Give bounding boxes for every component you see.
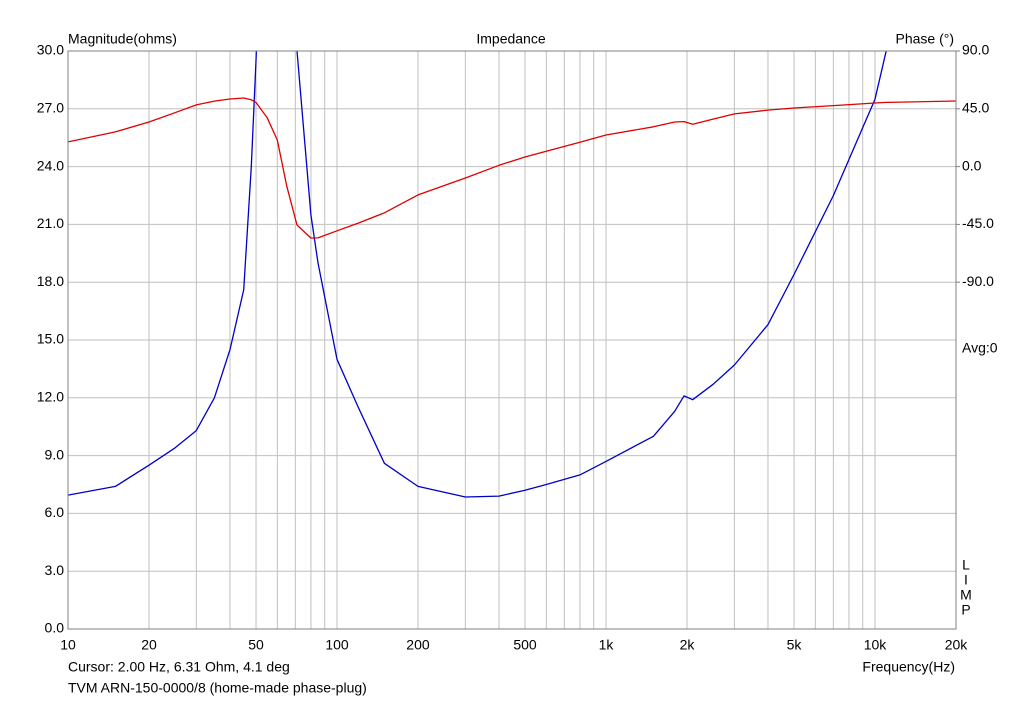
- side-label: I: [964, 572, 968, 588]
- x-tick-label: 10k: [864, 637, 888, 653]
- y-tick-label: 0.0: [45, 620, 65, 636]
- series-line: [68, 97, 956, 239]
- x-tick-label: 500: [513, 637, 537, 653]
- y2-tick-label: 0.0: [962, 157, 982, 173]
- y-tick-label: 30.0: [37, 42, 64, 58]
- x-tick-label: 20k: [945, 637, 969, 653]
- side-label: L: [962, 557, 970, 573]
- x-tick-label: 50: [248, 637, 264, 653]
- y2-tick-label: 45.0: [962, 100, 989, 116]
- y-tick-label: 21.0: [37, 215, 64, 231]
- cursor-readout: Cursor: 2.00 Hz, 6.31 Ohm, 4.1 deg: [68, 659, 290, 675]
- y-tick-label: 27.0: [37, 100, 64, 116]
- y2-tick-label: 90.0: [962, 42, 989, 58]
- side-label: P: [961, 602, 970, 618]
- x-axis-title: Frequency(Hz): [862, 659, 955, 675]
- side-label: M: [960, 587, 972, 603]
- y-tick-label: 18.0: [37, 273, 64, 289]
- y2-tick-label: -45.0: [962, 215, 994, 231]
- x-tick-label: 5k: [787, 637, 803, 653]
- x-tick-label: 100: [325, 637, 349, 653]
- y-tick-label: 15.0: [37, 331, 64, 347]
- x-tick-label: 1k: [599, 637, 615, 653]
- chart-title: Impedance: [476, 31, 545, 47]
- x-tick-label: 10: [60, 637, 76, 653]
- series-line: [68, 51, 887, 498]
- caption: TVM ARN-150-0000/8 (home-made phase-plug…: [68, 680, 367, 696]
- y-tick-label: 12.0: [37, 389, 64, 405]
- plot-frame: [67, 50, 957, 630]
- x-tick-label: 2k: [680, 637, 696, 653]
- y-tick-label: 9.0: [45, 446, 65, 462]
- y-tick-label: 6.0: [45, 504, 65, 520]
- y-axis-title: Magnitude(ohms): [68, 31, 177, 47]
- y-tick-label: 3.0: [45, 562, 65, 578]
- y2-tick-label: -90.0: [962, 273, 994, 289]
- y-tick-label: 24.0: [37, 157, 64, 173]
- y2-axis-title: Phase (°): [895, 31, 954, 47]
- avg-label: Avg:0: [962, 340, 998, 356]
- x-tick-label: 200: [406, 637, 430, 653]
- x-tick-label: 20: [141, 637, 157, 653]
